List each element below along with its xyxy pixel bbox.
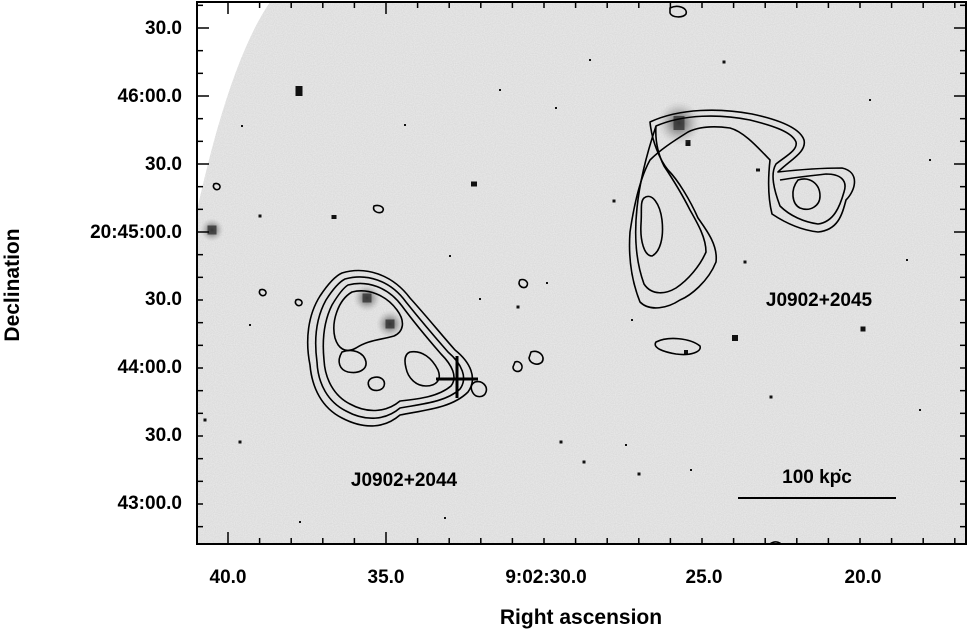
y-tick-label: 43:00.0 bbox=[118, 493, 182, 514]
star bbox=[203, 418, 207, 422]
star bbox=[258, 214, 262, 218]
axis-ticks bbox=[197, 2, 966, 544]
contour-blob bbox=[654, 337, 701, 356]
contour-level-3 bbox=[322, 282, 455, 412]
star bbox=[860, 326, 866, 332]
x-axis-title: Right ascension bbox=[500, 606, 662, 629]
x-tick-label: 40.0 bbox=[210, 567, 247, 588]
sky-image bbox=[197, 2, 966, 544]
star bbox=[499, 89, 501, 91]
star bbox=[299, 521, 301, 523]
star bbox=[929, 159, 931, 161]
contour-level-2 bbox=[314, 276, 465, 419]
y-tick-label: 30.0 bbox=[145, 154, 182, 175]
star bbox=[919, 409, 921, 411]
contour-level-6 bbox=[338, 349, 367, 374]
x-tick-label: 25.0 bbox=[686, 567, 723, 588]
y-tick-label: 30.0 bbox=[145, 18, 182, 39]
star bbox=[732, 335, 738, 341]
star bbox=[756, 168, 760, 172]
contours-j0902-2045 bbox=[628, 5, 856, 544]
y-tick-label: 46:00.0 bbox=[118, 86, 182, 107]
cross-marker bbox=[436, 356, 478, 398]
star bbox=[559, 440, 563, 444]
star bbox=[444, 517, 446, 519]
source-label-j0902-2045: J0902+2045 bbox=[766, 290, 873, 311]
galaxy-halo bbox=[200, 218, 224, 242]
contour-level-2 bbox=[634, 115, 846, 294]
galaxy-halo bbox=[353, 284, 381, 312]
star bbox=[238, 440, 242, 444]
star bbox=[449, 255, 451, 257]
star bbox=[331, 215, 337, 219]
y-tick-label: 30.0 bbox=[145, 425, 182, 446]
y-tick-label: 20:45:00.0 bbox=[90, 222, 182, 243]
star bbox=[690, 469, 692, 471]
y-axis-title: Declination bbox=[1, 228, 24, 341]
x-tick-labels: 40.0 35.0 9:02:30.0 25.0 20.0 bbox=[210, 567, 882, 588]
star bbox=[769, 395, 773, 399]
star bbox=[582, 460, 586, 464]
star bbox=[295, 86, 303, 96]
star bbox=[471, 181, 477, 187]
star bbox=[479, 298, 481, 300]
galaxy-halo bbox=[376, 310, 404, 338]
source-label-j0902-2044: J0902+2044 bbox=[351, 470, 458, 491]
star bbox=[612, 199, 616, 203]
scale-bar: 100 kpc bbox=[738, 467, 896, 499]
contour-level-1 bbox=[306, 269, 474, 427]
star bbox=[743, 260, 747, 264]
contour-level-1 bbox=[628, 109, 856, 309]
star bbox=[906, 259, 908, 261]
y-tick-labels: 30.0 46:00.0 30.0 20:45:00.0 30.0 44:00.… bbox=[90, 18, 182, 514]
contour-blob bbox=[528, 350, 544, 365]
scale-bar-label: 100 kpc bbox=[782, 467, 852, 488]
star bbox=[589, 59, 591, 61]
contour-level-5 bbox=[404, 350, 441, 387]
contour-level-3 bbox=[640, 195, 664, 257]
contour-blob bbox=[470, 380, 488, 398]
contours-j0902-2044 bbox=[306, 269, 544, 427]
contour-blob bbox=[512, 360, 523, 373]
y-tick-label: 30.0 bbox=[145, 289, 182, 310]
star bbox=[722, 60, 726, 64]
star bbox=[625, 444, 627, 446]
star bbox=[516, 305, 520, 309]
star bbox=[839, 469, 841, 471]
plot-frame bbox=[196, 1, 967, 545]
star bbox=[869, 99, 871, 101]
contour-level-4 bbox=[333, 290, 404, 352]
star bbox=[249, 324, 251, 326]
x-tick-label: 20.0 bbox=[845, 567, 882, 588]
star bbox=[684, 350, 688, 354]
contour-level-7 bbox=[367, 376, 386, 392]
x-tick-label: 9:02:30.0 bbox=[505, 567, 586, 588]
stray-contours bbox=[212, 182, 529, 307]
star bbox=[404, 124, 406, 126]
contour-blob bbox=[669, 5, 688, 18]
star bbox=[546, 282, 548, 284]
star bbox=[631, 319, 633, 321]
star bbox=[637, 472, 641, 476]
star bbox=[241, 125, 243, 127]
star bbox=[555, 107, 557, 109]
y-tick-label: 44:00.0 bbox=[118, 357, 182, 378]
contour-level-4 bbox=[792, 178, 821, 211]
x-tick-label: 35.0 bbox=[368, 567, 405, 588]
